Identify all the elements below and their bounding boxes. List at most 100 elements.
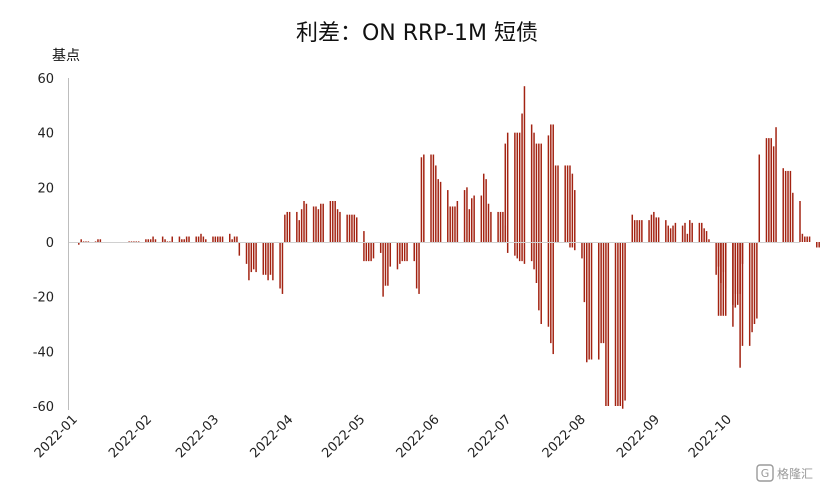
bar xyxy=(571,242,574,248)
bar xyxy=(303,201,305,242)
bar xyxy=(756,242,758,319)
bar xyxy=(636,220,638,242)
bar xyxy=(480,195,483,242)
bar xyxy=(250,242,253,273)
bar xyxy=(720,242,722,316)
bar xyxy=(97,239,99,242)
bar xyxy=(413,242,415,262)
bar xyxy=(363,242,365,262)
bar xyxy=(586,242,588,363)
bar xyxy=(396,242,399,270)
bar xyxy=(128,241,130,242)
bar xyxy=(669,228,672,242)
bar xyxy=(569,165,571,242)
bar xyxy=(205,239,207,242)
bar xyxy=(717,242,720,316)
bar xyxy=(403,242,406,262)
bar xyxy=(154,239,157,242)
bar xyxy=(355,217,358,242)
x-tick-label: 2022-04 xyxy=(247,412,296,461)
bar xyxy=(686,233,689,242)
bar xyxy=(164,239,166,242)
bar xyxy=(279,242,281,289)
bar xyxy=(552,124,554,242)
bar xyxy=(320,203,322,242)
bar xyxy=(605,242,607,406)
bar xyxy=(435,165,437,242)
bar xyxy=(724,242,727,316)
bar xyxy=(152,236,154,242)
bar xyxy=(372,242,375,259)
bar xyxy=(770,138,772,242)
bar xyxy=(161,236,164,242)
bar xyxy=(135,241,138,242)
bar xyxy=(82,241,85,242)
bar xyxy=(607,242,610,406)
bar xyxy=(530,124,533,242)
bar xyxy=(169,241,171,242)
bar xyxy=(617,242,619,406)
bar xyxy=(202,236,205,242)
bar xyxy=(518,242,521,262)
watermark-logo-icon-glyph: G xyxy=(761,467,770,480)
bar xyxy=(367,242,370,262)
x-tick-label: 2022-01 xyxy=(32,412,81,461)
bar xyxy=(415,242,418,289)
bar xyxy=(171,236,173,242)
bar xyxy=(502,211,504,242)
bar xyxy=(732,242,734,327)
bar xyxy=(305,203,308,242)
bar xyxy=(87,241,90,242)
bar xyxy=(334,201,336,242)
bar xyxy=(264,242,267,275)
bar xyxy=(195,236,197,242)
bar xyxy=(133,241,135,242)
bar xyxy=(521,113,523,242)
y-tick-label: -60 xyxy=(33,400,54,415)
bar xyxy=(574,190,576,242)
bar xyxy=(456,201,459,242)
bar xyxy=(420,157,423,242)
bar xyxy=(818,242,820,248)
bar xyxy=(145,239,147,242)
bar xyxy=(322,203,324,242)
bar xyxy=(602,242,605,344)
bar xyxy=(447,190,449,242)
bar xyxy=(574,242,576,251)
bar xyxy=(550,124,552,242)
bar xyxy=(284,214,286,242)
bar xyxy=(298,220,300,242)
bar xyxy=(296,211,298,242)
bar xyxy=(768,138,770,242)
bar xyxy=(804,236,806,242)
bar xyxy=(600,242,602,344)
bar xyxy=(490,211,492,242)
bar xyxy=(468,209,471,242)
y-axis-unit-label: 基点 xyxy=(52,47,80,64)
bar xyxy=(624,242,626,401)
bar xyxy=(792,192,794,242)
bar xyxy=(499,211,502,242)
bar xyxy=(487,203,490,242)
bar xyxy=(665,220,667,242)
bar xyxy=(621,242,624,409)
bar xyxy=(78,242,80,245)
bar xyxy=(581,242,583,259)
bar xyxy=(351,214,353,242)
bar xyxy=(288,211,291,242)
bar xyxy=(674,222,677,242)
bar xyxy=(149,239,152,242)
bar xyxy=(691,222,693,242)
bar xyxy=(748,242,751,346)
bar xyxy=(245,242,248,264)
bar xyxy=(703,228,705,242)
bar xyxy=(504,143,507,242)
bar xyxy=(566,165,569,242)
x-tick-label: 2022-05 xyxy=(319,412,368,461)
bar xyxy=(808,236,811,242)
bar xyxy=(506,242,509,253)
bar xyxy=(554,165,557,242)
y-tick-label: 40 xyxy=(37,127,54,142)
bar xyxy=(80,239,82,242)
bar xyxy=(252,242,255,270)
